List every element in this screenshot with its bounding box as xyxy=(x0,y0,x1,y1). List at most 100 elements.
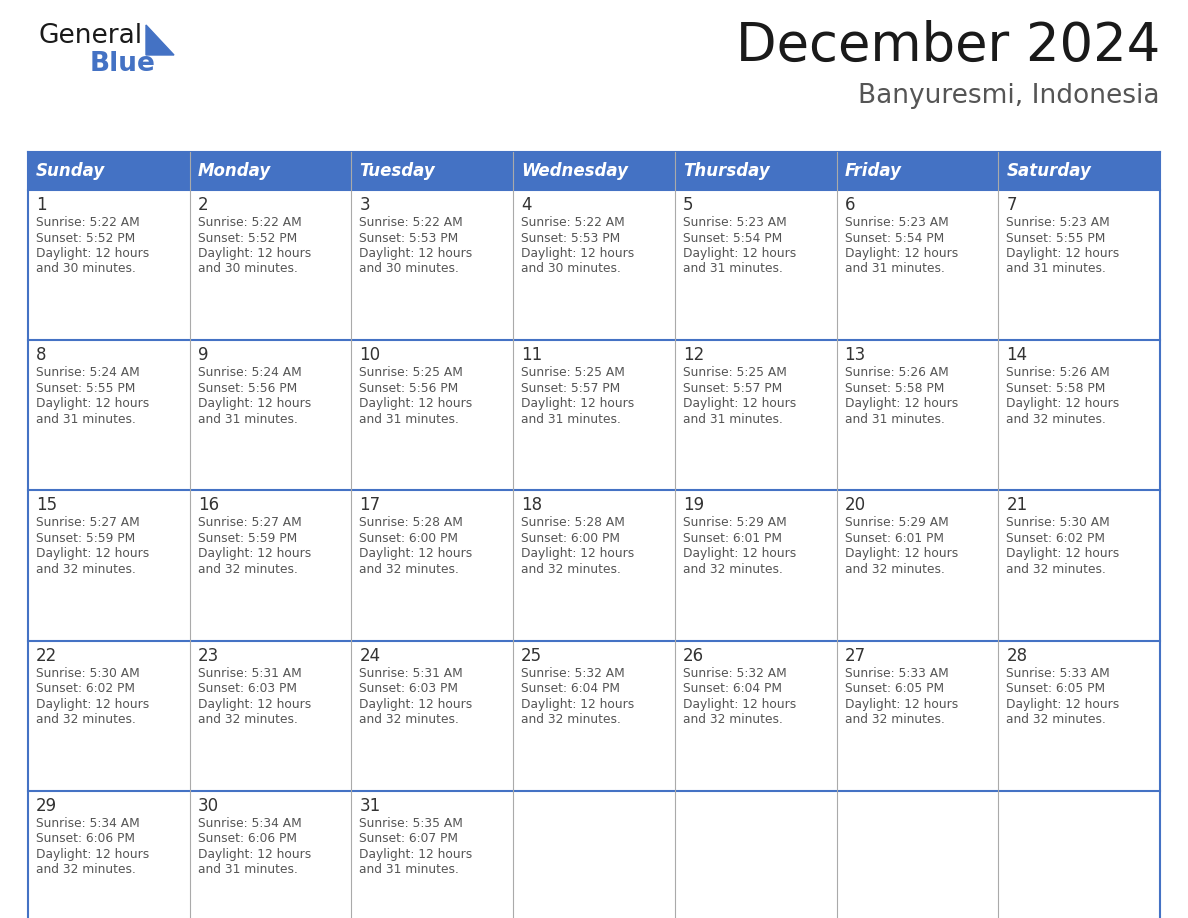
Text: Sunrise: 5:25 AM: Sunrise: 5:25 AM xyxy=(683,366,786,379)
Text: Wednesday: Wednesday xyxy=(522,162,628,180)
Text: and 31 minutes.: and 31 minutes. xyxy=(845,263,944,275)
Bar xyxy=(513,341,675,490)
Text: and 32 minutes.: and 32 minutes. xyxy=(1006,713,1106,726)
Text: Sunset: 5:56 PM: Sunset: 5:56 PM xyxy=(197,382,297,395)
Text: and 32 minutes.: and 32 minutes. xyxy=(197,713,297,726)
Bar xyxy=(998,790,1159,918)
Text: Daylight: 12 hours: Daylight: 12 hours xyxy=(845,247,958,260)
Text: and 32 minutes.: and 32 minutes. xyxy=(1006,563,1106,576)
Text: and 32 minutes.: and 32 minutes. xyxy=(522,713,621,726)
Text: Sunrise: 5:27 AM: Sunrise: 5:27 AM xyxy=(36,517,140,530)
Text: Sunrise: 5:23 AM: Sunrise: 5:23 AM xyxy=(1006,216,1110,229)
Text: and 32 minutes.: and 32 minutes. xyxy=(1006,413,1106,426)
Text: Sunrise: 5:22 AM: Sunrise: 5:22 AM xyxy=(36,216,140,229)
Text: Daylight: 12 hours: Daylight: 12 hours xyxy=(1006,247,1119,260)
Text: Daylight: 12 hours: Daylight: 12 hours xyxy=(522,547,634,560)
Bar xyxy=(190,790,352,918)
Text: Monday: Monday xyxy=(197,162,271,180)
Bar xyxy=(352,641,513,790)
Text: 25: 25 xyxy=(522,646,542,665)
Text: Sunset: 5:54 PM: Sunset: 5:54 PM xyxy=(683,231,782,244)
Text: December 2024: December 2024 xyxy=(735,20,1159,72)
Bar xyxy=(29,152,1159,190)
Text: and 32 minutes.: and 32 minutes. xyxy=(845,563,944,576)
Text: Daylight: 12 hours: Daylight: 12 hours xyxy=(36,848,150,861)
Text: Daylight: 12 hours: Daylight: 12 hours xyxy=(845,397,958,410)
Bar xyxy=(998,490,1159,641)
Text: Saturday: Saturday xyxy=(1006,162,1091,180)
Bar xyxy=(675,490,836,641)
Text: 8: 8 xyxy=(36,346,46,364)
Text: Tuesday: Tuesday xyxy=(360,162,435,180)
Text: Sunrise: 5:29 AM: Sunrise: 5:29 AM xyxy=(845,517,948,530)
Text: 31: 31 xyxy=(360,797,380,815)
Text: 3: 3 xyxy=(360,196,369,214)
Bar xyxy=(29,190,190,341)
Text: 30: 30 xyxy=(197,797,219,815)
Text: and 32 minutes.: and 32 minutes. xyxy=(36,713,135,726)
Text: 10: 10 xyxy=(360,346,380,364)
Text: 18: 18 xyxy=(522,497,542,514)
Bar xyxy=(190,190,352,341)
Text: Sunset: 5:59 PM: Sunset: 5:59 PM xyxy=(197,532,297,545)
Text: Sunrise: 5:33 AM: Sunrise: 5:33 AM xyxy=(845,666,948,679)
Text: Sunrise: 5:27 AM: Sunrise: 5:27 AM xyxy=(197,517,302,530)
Bar xyxy=(29,490,190,641)
Text: 12: 12 xyxy=(683,346,704,364)
Text: Sunset: 5:54 PM: Sunset: 5:54 PM xyxy=(845,231,943,244)
Text: Sunset: 6:02 PM: Sunset: 6:02 PM xyxy=(36,682,135,695)
Bar xyxy=(190,490,352,641)
Bar xyxy=(836,641,998,790)
Text: Sunset: 6:06 PM: Sunset: 6:06 PM xyxy=(36,833,135,845)
Text: Friday: Friday xyxy=(845,162,902,180)
Text: and 31 minutes.: and 31 minutes. xyxy=(36,413,135,426)
Text: and 31 minutes.: and 31 minutes. xyxy=(197,863,297,877)
Bar xyxy=(29,341,190,490)
Text: and 32 minutes.: and 32 minutes. xyxy=(522,563,621,576)
Text: Daylight: 12 hours: Daylight: 12 hours xyxy=(845,698,958,711)
Text: and 32 minutes.: and 32 minutes. xyxy=(360,713,460,726)
Text: 1: 1 xyxy=(36,196,46,214)
Text: Sunset: 5:57 PM: Sunset: 5:57 PM xyxy=(683,382,782,395)
Text: and 31 minutes.: and 31 minutes. xyxy=(845,413,944,426)
Bar xyxy=(836,490,998,641)
Text: Daylight: 12 hours: Daylight: 12 hours xyxy=(197,547,311,560)
Text: Daylight: 12 hours: Daylight: 12 hours xyxy=(1006,397,1119,410)
Text: Sunset: 6:03 PM: Sunset: 6:03 PM xyxy=(360,682,459,695)
Text: Sunset: 6:04 PM: Sunset: 6:04 PM xyxy=(522,682,620,695)
Polygon shape xyxy=(146,25,173,55)
Text: Daylight: 12 hours: Daylight: 12 hours xyxy=(1006,698,1119,711)
Text: Sunrise: 5:31 AM: Sunrise: 5:31 AM xyxy=(360,666,463,679)
Text: Daylight: 12 hours: Daylight: 12 hours xyxy=(36,547,150,560)
Text: Daylight: 12 hours: Daylight: 12 hours xyxy=(36,247,150,260)
Text: Sunset: 5:53 PM: Sunset: 5:53 PM xyxy=(360,231,459,244)
Text: Sunrise: 5:29 AM: Sunrise: 5:29 AM xyxy=(683,517,786,530)
Bar xyxy=(352,341,513,490)
Text: Daylight: 12 hours: Daylight: 12 hours xyxy=(683,397,796,410)
Text: Thursday: Thursday xyxy=(683,162,770,180)
Text: Sunset: 6:01 PM: Sunset: 6:01 PM xyxy=(683,532,782,545)
Text: and 30 minutes.: and 30 minutes. xyxy=(360,263,460,275)
Text: and 32 minutes.: and 32 minutes. xyxy=(360,563,460,576)
Text: and 31 minutes.: and 31 minutes. xyxy=(360,863,460,877)
Text: Daylight: 12 hours: Daylight: 12 hours xyxy=(360,848,473,861)
Bar xyxy=(513,641,675,790)
Text: Daylight: 12 hours: Daylight: 12 hours xyxy=(845,547,958,560)
Text: and 32 minutes.: and 32 minutes. xyxy=(845,713,944,726)
Text: Sunrise: 5:25 AM: Sunrise: 5:25 AM xyxy=(360,366,463,379)
Text: Daylight: 12 hours: Daylight: 12 hours xyxy=(36,698,150,711)
Text: Sunset: 6:06 PM: Sunset: 6:06 PM xyxy=(197,833,297,845)
Text: Sunset: 5:58 PM: Sunset: 5:58 PM xyxy=(1006,382,1106,395)
Text: Sunset: 5:57 PM: Sunset: 5:57 PM xyxy=(522,382,620,395)
Text: 28: 28 xyxy=(1006,646,1028,665)
Text: Sunrise: 5:34 AM: Sunrise: 5:34 AM xyxy=(36,817,140,830)
Text: Sunset: 6:03 PM: Sunset: 6:03 PM xyxy=(197,682,297,695)
Bar xyxy=(513,490,675,641)
Text: Sunrise: 5:32 AM: Sunrise: 5:32 AM xyxy=(522,666,625,679)
Text: Sunrise: 5:23 AM: Sunrise: 5:23 AM xyxy=(845,216,948,229)
Bar xyxy=(190,341,352,490)
Text: and 30 minutes.: and 30 minutes. xyxy=(197,263,297,275)
Text: and 31 minutes.: and 31 minutes. xyxy=(683,263,783,275)
Text: Sunrise: 5:32 AM: Sunrise: 5:32 AM xyxy=(683,666,786,679)
Text: 21: 21 xyxy=(1006,497,1028,514)
